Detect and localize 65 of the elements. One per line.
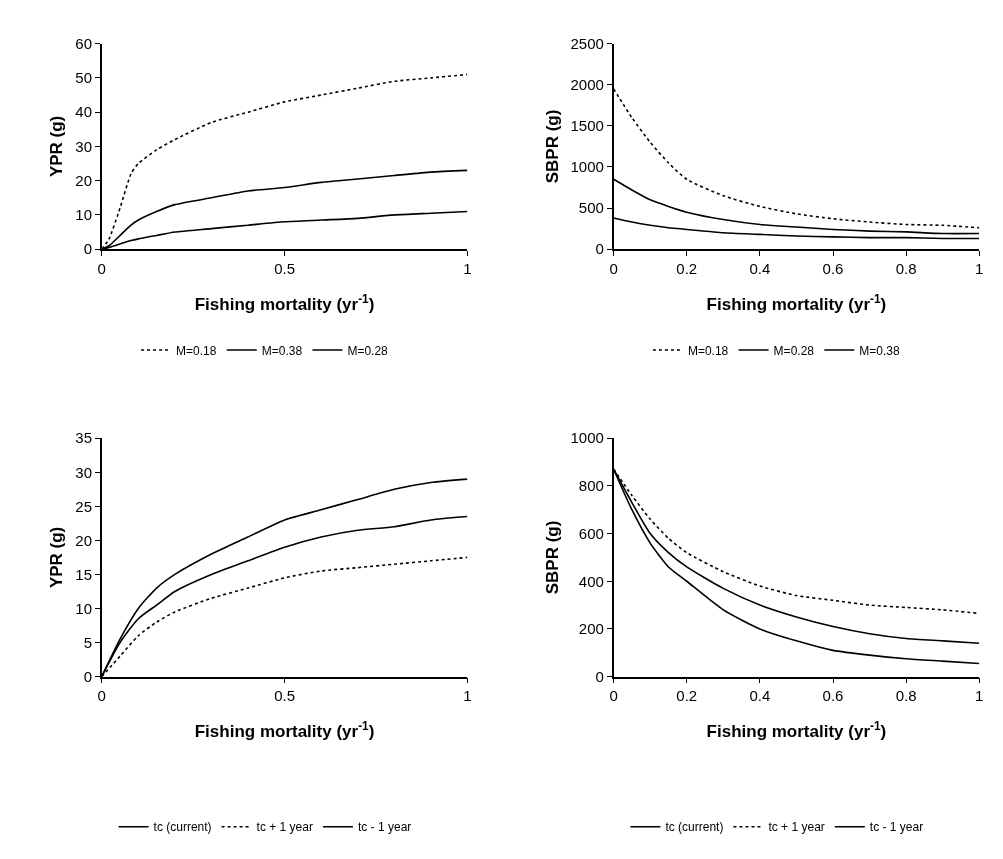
y-axis-title: SBPR (g) bbox=[542, 109, 562, 184]
y-tick-label: 2000 bbox=[570, 76, 604, 94]
y-axis-title: YPR (g) bbox=[47, 115, 67, 178]
y-tick-label: 2500 bbox=[570, 34, 604, 52]
x-tick-label: 0.8 bbox=[895, 687, 917, 705]
x-tick-label: 0.5 bbox=[274, 687, 295, 705]
y-tick-label: 50 bbox=[75, 69, 92, 87]
legend-label: tc (current) bbox=[153, 820, 212, 835]
y-tick-label: 1000 bbox=[570, 158, 604, 176]
legend-label: tc + 1 year bbox=[768, 820, 825, 835]
x-axis-title: Fishing mortality (yr$^{-1}$) bbox=[194, 719, 375, 742]
legend-label: tc - 1 year bbox=[357, 820, 412, 835]
y-tick-label: 25 bbox=[75, 497, 92, 515]
x-tick-label: 0 bbox=[609, 687, 618, 705]
x-tick-label: 1 bbox=[463, 259, 472, 277]
legend-label: M=0.28 bbox=[347, 343, 389, 358]
y-tick-label: 400 bbox=[578, 572, 604, 590]
y-tick-label: 0 bbox=[83, 667, 92, 685]
y-tick-label: 30 bbox=[75, 137, 92, 155]
y-tick-label: 1000 bbox=[570, 429, 604, 447]
x-axis-title: Fishing mortality (yr$^{-1}$) bbox=[706, 291, 887, 314]
y-tick-label: 20 bbox=[75, 171, 92, 189]
y-tick-label: 30 bbox=[75, 463, 92, 481]
x-tick-label: 0.4 bbox=[749, 259, 771, 277]
legend-label: M=0.38 bbox=[261, 343, 303, 358]
y-tick-label: 600 bbox=[578, 524, 604, 542]
legend-label: M=0.18 bbox=[687, 343, 729, 358]
y-tick-label: 10 bbox=[75, 599, 92, 617]
x-tick-label: 0.6 bbox=[822, 259, 844, 277]
y-tick-label: 0 bbox=[83, 240, 92, 258]
y-tick-label: 0 bbox=[595, 240, 604, 258]
x-tick-label: 0.5 bbox=[274, 259, 295, 277]
y-tick-label: 40 bbox=[75, 103, 92, 121]
legend-label: M=0.28 bbox=[773, 343, 815, 358]
x-tick-label: 0.2 bbox=[676, 259, 698, 277]
y-tick-label: 800 bbox=[578, 477, 604, 495]
y-axis-title: YPR (g) bbox=[47, 526, 67, 589]
x-tick-label: 1 bbox=[975, 259, 984, 277]
legend-label: tc (current) bbox=[665, 820, 724, 835]
y-tick-label: 0 bbox=[595, 667, 604, 685]
legend-label: M=0.38 bbox=[859, 343, 900, 358]
legend-label: tc + 1 year bbox=[256, 820, 313, 835]
x-tick-label: 0.6 bbox=[822, 687, 844, 705]
y-tick-label: 35 bbox=[75, 429, 92, 447]
y-axis-title: SBPR (g) bbox=[542, 520, 562, 595]
x-tick-label: 0 bbox=[97, 687, 106, 705]
legend-label: tc - 1 year bbox=[869, 820, 924, 835]
y-tick-label: 60 bbox=[75, 34, 92, 52]
x-tick-label: 1 bbox=[463, 687, 472, 705]
x-axis-title: Fishing mortality (yr$^{-1}$) bbox=[706, 719, 887, 742]
y-tick-label: 500 bbox=[578, 199, 604, 217]
x-tick-label: 0 bbox=[609, 259, 618, 277]
y-tick-label: 1500 bbox=[570, 117, 604, 135]
x-tick-label: 0 bbox=[97, 259, 106, 277]
y-tick-label: 5 bbox=[83, 633, 92, 651]
x-axis-title: Fishing mortality (yr$^{-1}$) bbox=[194, 291, 375, 314]
x-tick-label: 0.4 bbox=[749, 687, 771, 705]
x-tick-label: 0.8 bbox=[895, 259, 917, 277]
x-tick-label: 0.2 bbox=[676, 687, 698, 705]
legend-label: M=0.18 bbox=[176, 343, 217, 358]
y-tick-label: 200 bbox=[578, 620, 604, 638]
y-tick-label: 10 bbox=[75, 206, 92, 224]
y-tick-label: 15 bbox=[75, 565, 92, 583]
y-tick-label: 20 bbox=[75, 531, 92, 549]
x-tick-label: 1 bbox=[975, 687, 984, 705]
